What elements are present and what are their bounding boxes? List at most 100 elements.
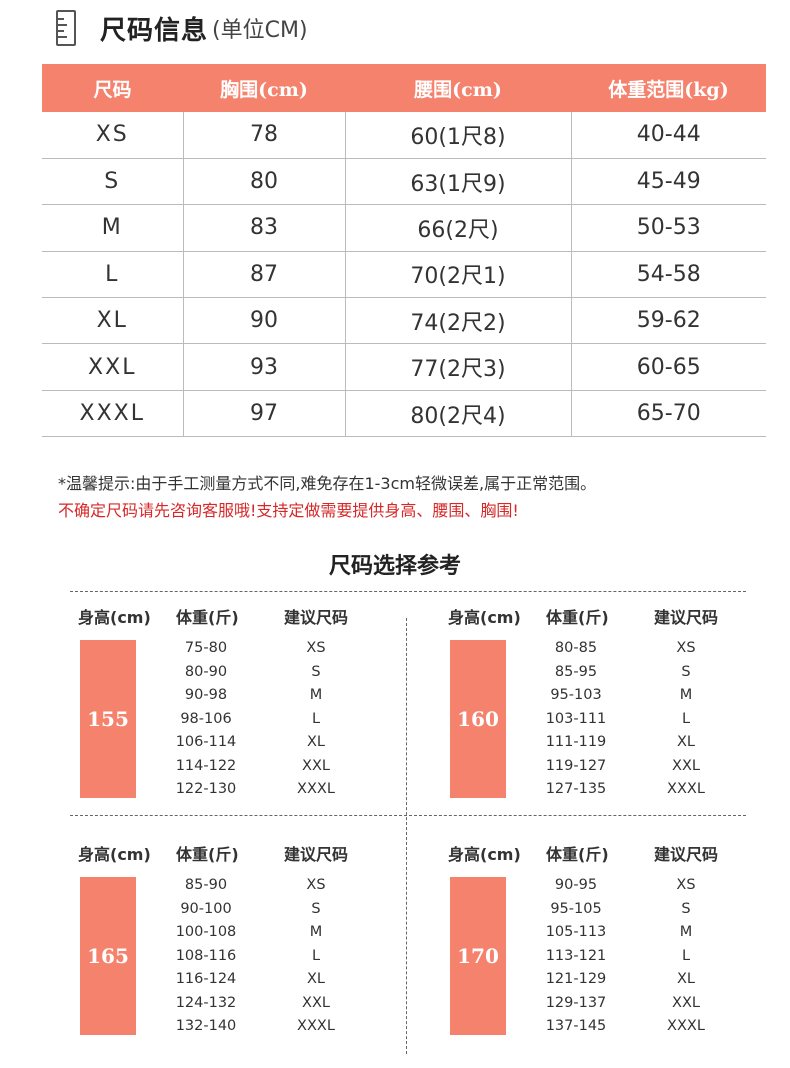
weight-range: 114-122 [175, 757, 237, 774]
size-cell: L [42, 251, 183, 299]
suggested-size: S [681, 663, 691, 680]
guide-header-weight: 体重(斤) [176, 845, 239, 864]
weight-range: 95-105 [550, 900, 602, 917]
bust-cell: 80 [182, 158, 345, 206]
divider [70, 591, 746, 592]
list-item: 85-90 XS [78, 875, 408, 899]
guide-block-165: 身高(cm) 体重(斤) 建议尺码 165 85-90 XS 90-100 S 100-108 M… [78, 841, 408, 1051]
page-header: 尺码信息 (单位CM) [56, 8, 308, 48]
suggested-size: M [679, 924, 693, 940]
waist-cell: 66(2尺) [344, 204, 571, 252]
guide-header-size: 建议尺码 [654, 845, 719, 864]
table-row: L 87 70(2尺1) 54-58 [42, 251, 766, 299]
weight-range: 80-85 [554, 640, 598, 656]
weight-range-cell: 45-49 [570, 158, 766, 206]
waist-cell: 74(2尺2) [344, 297, 571, 345]
suggested-size: XXL [672, 994, 700, 1011]
guide-header-weight: 体重(斤) [176, 608, 239, 627]
guide-rows: 75-80 XS 80-90 S 90-98 M 98-106 L 106-114 XL 114-1… [78, 638, 408, 803]
bust-cell: 87 [182, 251, 345, 299]
tip-note: *温馨提示:由于手工测量方式不同,难免存在1-3cm轻微误差,属于正常范围。 [58, 474, 597, 493]
guide-header-height: 身高(cm) [78, 608, 151, 627]
suggested-size: L [681, 710, 691, 727]
suggested-size: XL [676, 971, 695, 987]
suggested-size: S [311, 663, 321, 680]
list-item: 98-106 L [78, 709, 408, 733]
list-item: 105-113 M [448, 922, 778, 946]
suggested-size: XXXL [297, 1018, 335, 1034]
divider [70, 815, 746, 816]
page-unit: (单位CM) [212, 18, 308, 43]
guide-header-weight: 体重(斤) [546, 845, 609, 864]
guide-header-height: 身高(cm) [448, 608, 521, 627]
list-item: 75-80 XS [78, 638, 408, 662]
table-row: M 83 66(2尺) 50-53 [42, 204, 766, 252]
column-header-weight-range: 体重范围(kg) [571, 64, 766, 112]
weight-range: 132-140 [175, 1018, 237, 1034]
suggested-size: M [679, 687, 693, 703]
column-header-size: 尺码 [42, 64, 183, 112]
suggested-size: L [681, 947, 691, 964]
list-item: 116-124 XL [78, 969, 408, 993]
guide-header-height: 身高(cm) [448, 845, 521, 864]
waist-cell: 60(1尺8) [344, 112, 571, 159]
weight-range: 90-95 [554, 877, 598, 893]
guide-rows: 85-90 XS 90-100 S 100-108 M 108-116 L 116-124 XL 1… [78, 875, 408, 1040]
guide-header-size: 建议尺码 [284, 845, 349, 864]
suggested-size: XXXL [667, 1018, 705, 1034]
suggested-size: S [311, 900, 321, 917]
divider [406, 618, 407, 1054]
suggested-size: XL [306, 971, 325, 987]
weight-range-cell: 60-65 [570, 343, 766, 391]
size-cell: XXL [42, 343, 183, 391]
weight-range: 113-121 [545, 947, 607, 964]
list-item: 95-105 S [448, 899, 778, 923]
weight-range: 122-130 [175, 781, 237, 797]
bust-cell: 97 [182, 390, 345, 438]
weight-range: 129-137 [545, 994, 607, 1011]
height-badge: 155 [80, 640, 136, 798]
suggested-size: XXXL [667, 781, 705, 797]
weight-range: 100-108 [175, 924, 237, 940]
weight-range: 95-103 [550, 687, 602, 703]
suggested-size: XXL [302, 757, 330, 774]
guide-header-size: 建议尺码 [284, 608, 349, 627]
guide-rows: 90-95 XS 95-105 S 105-113 M 113-121 L 121-129 XL 1… [448, 875, 778, 1040]
suggested-size: XS [306, 640, 326, 656]
weight-range-cell: 59-62 [570, 297, 766, 345]
guide-block-170: 身高(cm) 体重(斤) 建议尺码 170 90-95 XS 95-105 S 105-113 M… [448, 841, 778, 1051]
size-cell: XXXL [42, 390, 183, 438]
column-header-waist: 腰围(cm) [345, 64, 571, 112]
weight-range: 85-90 [184, 877, 228, 893]
guide-title: 尺码选择参考 [328, 554, 461, 579]
list-item: 111-119 XL [448, 732, 778, 756]
weight-range-cell: 54-58 [570, 251, 766, 299]
table-row: XL 90 74(2尺2) 59-62 [42, 297, 766, 345]
ruler-icon [56, 10, 76, 46]
list-item: 85-95 S [448, 662, 778, 686]
height-badge: 160 [450, 640, 506, 798]
list-item: 103-111 L [448, 709, 778, 733]
custom-order-note: 不确定尺码请先咨询客服哦!支持定做需要提供身高、腰围、胸围! [58, 501, 519, 520]
suggested-size: XXXL [297, 781, 335, 797]
size-table: 尺码 胸围(cm) 腰围(cm) 体重范围(kg) XS 78 60(1尺8) 40-… [42, 64, 766, 438]
list-item: 90-95 XS [448, 875, 778, 899]
weight-range: 137-145 [545, 1018, 607, 1034]
list-item: 90-98 M [78, 685, 408, 709]
height-badge: 170 [450, 877, 506, 1035]
weight-range: 121-129 [545, 971, 607, 987]
suggested-size: XL [306, 734, 325, 750]
list-item: 129-137 XXL [448, 993, 778, 1017]
weight-range: 124-132 [175, 994, 237, 1011]
guide-header-height: 身高(cm) [78, 845, 151, 864]
guide-block-155: 身高(cm) 体重(斤) 建议尺码 155 75-80 XS 80-90 S 90-98 M 98-… [78, 604, 408, 814]
size-table-body: XS 78 60(1尺8) 40-44 S 80 63(1尺9) 45-49 M 83 66(2尺)… [42, 112, 766, 438]
page-title: 尺码信息 [100, 15, 209, 46]
bust-cell: 90 [182, 297, 345, 345]
weight-range: 105-113 [545, 924, 607, 940]
list-item: 108-116 L [78, 946, 408, 970]
weight-range: 90-100 [180, 900, 232, 917]
list-item: 80-85 XS [448, 638, 778, 662]
weight-range: 106-114 [175, 734, 237, 750]
list-item: 80-90 S [78, 662, 408, 686]
